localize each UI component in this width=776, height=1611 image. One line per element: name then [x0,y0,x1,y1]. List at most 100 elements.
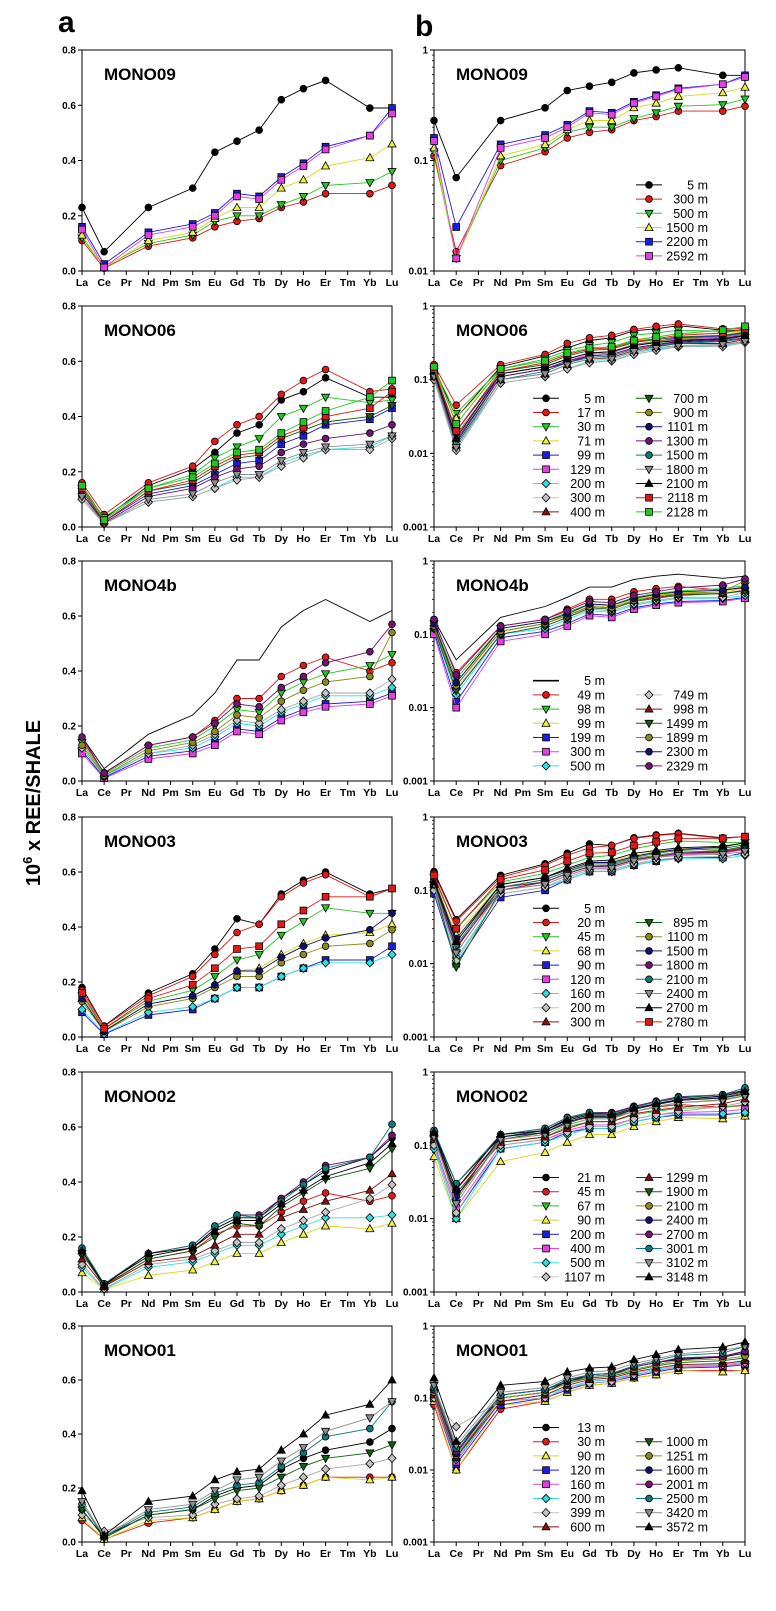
data-point [188,490,198,499]
data-point [495,1156,506,1166]
series-3001-m [78,1120,396,1288]
legend-label: 1107 m [564,1270,605,1284]
legend-item: 17 m [533,406,605,420]
y-tick-label: 0.1 [414,156,428,167]
legend-item: 1600 m [636,1464,708,1478]
legend-item: 3420 m [636,1506,708,1520]
series-21-m [78,1134,396,1288]
series-line [81,107,393,265]
x-tick-label: Ho [649,1043,663,1055]
x-tick-label: Eu [561,1298,574,1310]
data-point [78,989,86,997]
legend-label: 1251 m [666,1449,708,1463]
data-point [188,1001,198,1012]
data-point [365,444,375,455]
legend-item: 300 m [533,1015,605,1029]
data-point [100,263,108,272]
data-point [451,936,461,945]
data-point [276,1480,286,1491]
y-tick-label: 0.4 [62,412,76,423]
series-line [81,632,393,777]
data-point [452,254,461,263]
x-tick-label: Er [320,277,331,289]
data-point [366,1424,374,1433]
legend-item: 21 m [533,1171,605,1185]
y-axis-label-rest: x REE/SHALE [23,720,45,857]
data-point [387,1168,397,1178]
data-point [540,370,550,379]
data-point [188,980,197,989]
x-tick-label: Lu [739,787,752,799]
data-point [388,387,396,396]
legend-item: 200 m [533,1001,605,1015]
data-point [673,1344,684,1354]
data-point [233,420,241,429]
legend-marker [644,919,654,928]
legend-label: 1900 m [666,1185,708,1199]
series-line [433,578,746,676]
data-point [320,670,331,679]
legend-marker [542,465,550,474]
x-tick-label: Lu [739,533,752,545]
panel-label-a: a [58,6,75,39]
data-point [718,101,728,110]
legend-label: 30 m [577,1435,605,1449]
data-point [188,1242,198,1252]
series-line [433,596,746,703]
x-tick-label: La [428,1043,440,1055]
data-point [298,918,309,927]
series-line [81,1222,393,1290]
data-point [210,1499,220,1509]
data-point [276,971,286,982]
x-tick-label: Tm [340,1298,356,1310]
data-point [255,920,263,929]
legend-label: 5 m [584,674,605,688]
data-point [210,483,220,494]
data-point [366,104,374,112]
legend-label: 300 m [570,491,605,505]
data-point [277,716,286,725]
series-line [433,342,746,452]
data-point [254,212,264,221]
legend-label: 1500 m [666,221,708,235]
legend-label: 71 m [577,434,605,448]
y-tick-label: 0.01 [409,1214,429,1225]
legend-item: 998 m [636,703,708,717]
data-point [276,183,286,192]
data-point [584,1129,595,1139]
data-point [211,964,219,973]
data-point [388,181,396,190]
x-tick-label: Ce [449,1298,463,1310]
legend-marker [541,705,551,715]
data-point [584,1363,595,1372]
legend-label: 1000 m [666,1435,708,1449]
data-point [298,174,309,184]
data-point [387,1210,397,1220]
x-tick-label: Tb [253,1298,266,1310]
data-point [144,484,153,493]
data-point [254,718,264,729]
legend-item: 200 m [533,1228,605,1242]
data-point [741,832,749,841]
x-tick-label: Ho [649,1548,663,1560]
x-tick-label: Ho [649,533,663,545]
data-point [143,1270,154,1279]
chart-mono06-a: 0.0 0.2 0.4 0.6 0.8 La Ce Pr Nd Pm Sm Eu Gd Tb Dy Ho Er T… [62,302,398,546]
x-tick-label: Er [673,1043,684,1055]
y-tick-label: 0.6 [62,357,76,368]
data-point [276,201,286,210]
data-point [210,1233,220,1243]
series-line [81,888,393,1030]
data-point [233,914,241,923]
legend-marker [542,975,550,984]
legend-marker [644,222,654,231]
data-point [674,834,683,843]
legend-marker [542,961,550,969]
data-point [652,333,660,341]
data-point [298,1472,308,1482]
data-point [233,945,241,953]
data-point [277,892,286,901]
data-point [562,354,572,363]
data-point [540,1147,550,1156]
series-line [433,1093,746,1198]
